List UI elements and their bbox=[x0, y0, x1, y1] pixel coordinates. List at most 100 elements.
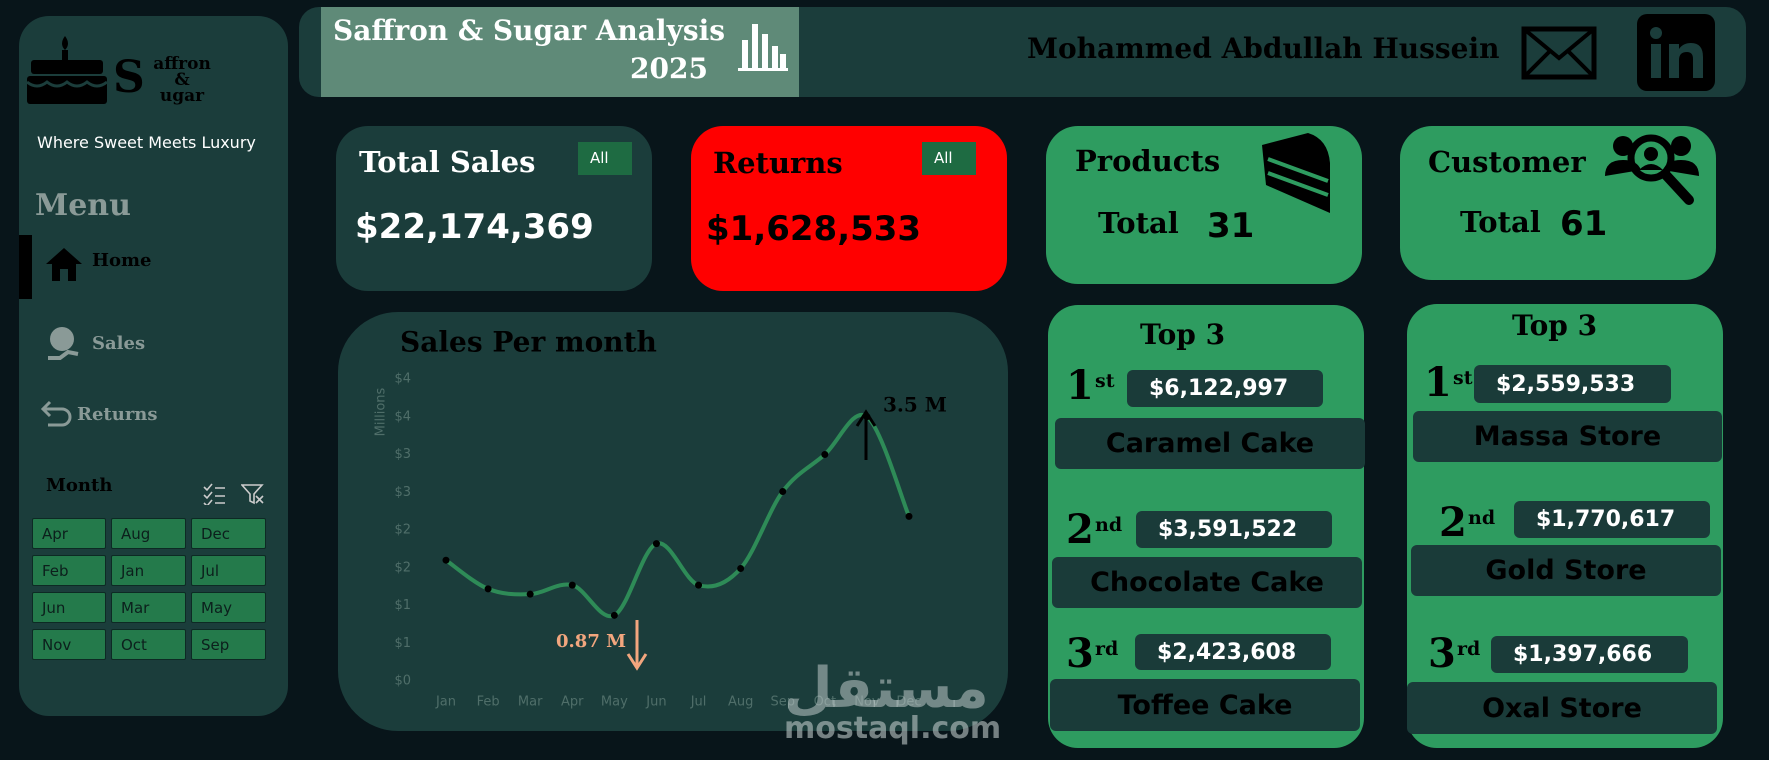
point bbox=[484, 585, 492, 593]
logo-line: affron bbox=[153, 54, 211, 74]
top-value: $2,559,533 bbox=[1474, 365, 1671, 403]
mail-icon[interactable] bbox=[1521, 26, 1597, 80]
header-title: Saffron & Sugar Analysis bbox=[333, 14, 725, 47]
point bbox=[610, 611, 618, 619]
rank: 1 bbox=[1066, 362, 1094, 409]
rank-suffix: rd bbox=[1457, 638, 1481, 660]
x-tick-label: Mar bbox=[518, 695, 543, 710]
rank: 3 bbox=[1066, 630, 1094, 677]
filter-button[interactable]: All bbox=[922, 142, 976, 175]
top-name: Caramel Cake bbox=[1055, 418, 1365, 469]
x-tick-label: Oct bbox=[814, 695, 836, 710]
menu-item[interactable]: Sales bbox=[92, 333, 146, 354]
x-tick-label: Sep bbox=[770, 695, 795, 710]
slicer-item[interactable]: Apr bbox=[32, 518, 106, 549]
x-tick-label: Jun bbox=[645, 695, 666, 710]
point bbox=[526, 590, 534, 598]
logo-line: ugar bbox=[159, 86, 205, 106]
top-name: Massa Store bbox=[1413, 411, 1722, 462]
rank: 3 bbox=[1428, 630, 1456, 677]
logo-letter: S bbox=[113, 52, 145, 103]
logo-line: & bbox=[174, 70, 190, 90]
rank: 2 bbox=[1066, 506, 1094, 553]
arrow-up bbox=[855, 409, 877, 460]
rank-suffix: nd bbox=[1095, 514, 1123, 536]
chart-icon bbox=[738, 24, 788, 71]
watermark-arabic: مستقل bbox=[784, 656, 989, 721]
point bbox=[737, 565, 745, 573]
point bbox=[821, 451, 829, 458]
slicer-item[interactable]: Mar bbox=[111, 592, 186, 623]
kpi-title: Total Sales bbox=[359, 145, 536, 179]
y-tick-label: $4 bbox=[394, 409, 411, 424]
linkedin-icon[interactable] bbox=[1637, 14, 1715, 91]
y-tick-label: $2 bbox=[394, 560, 411, 575]
logo-text: affron & ugar bbox=[150, 54, 214, 106]
slicer-item[interactable]: May bbox=[191, 592, 266, 623]
x-tick-label: Jul bbox=[690, 695, 707, 710]
top-name: Gold Store bbox=[1411, 545, 1721, 596]
y-tick-label: $0 bbox=[394, 674, 411, 689]
slicer-item[interactable]: Aug bbox=[111, 518, 186, 549]
annotation: 0.87 M bbox=[556, 631, 626, 652]
logo-icon bbox=[27, 36, 108, 104]
y-tick-label: $3 bbox=[394, 447, 411, 462]
kpi-title: Customer bbox=[1428, 145, 1586, 179]
x-tick-label: Feb bbox=[477, 695, 500, 710]
top-name: Toffee Cake bbox=[1050, 679, 1360, 731]
top-value: $1,397,666 bbox=[1491, 636, 1688, 673]
kpi-title: Returns bbox=[713, 146, 843, 180]
x-tick-label: May bbox=[601, 695, 628, 710]
menu-item[interactable]: Returns bbox=[77, 404, 158, 425]
top-value: $3,591,522 bbox=[1136, 511, 1332, 548]
multi-select-icon[interactable] bbox=[202, 483, 226, 505]
y-tick-label: $1 bbox=[394, 598, 411, 613]
customer-icon bbox=[1605, 134, 1699, 205]
slicer-item[interactable]: Jul bbox=[191, 555, 266, 586]
x-tick-label: Aug bbox=[728, 695, 753, 710]
home-icon bbox=[46, 248, 82, 281]
x-tick-label: Apr bbox=[561, 695, 584, 710]
tagline: Where Sweet Meets Luxury bbox=[37, 133, 256, 152]
top-value: $2,423,608 bbox=[1135, 634, 1331, 670]
x-tick-label: Nov bbox=[854, 695, 880, 710]
kpi-label: Total bbox=[1098, 206, 1179, 240]
clear-filter-icon[interactable] bbox=[241, 483, 265, 505]
slicer-item[interactable]: Jun bbox=[32, 592, 106, 623]
rank-suffix: st bbox=[1453, 367, 1473, 389]
menu-item[interactable]: Home bbox=[92, 250, 152, 271]
top-title: Top 3 bbox=[1140, 318, 1226, 351]
arrow-down bbox=[626, 620, 648, 671]
point bbox=[652, 540, 660, 548]
rank-suffix: rd bbox=[1095, 638, 1119, 660]
y-axis-label: Millions bbox=[374, 387, 389, 436]
slicer-item[interactable]: Jan bbox=[111, 555, 186, 586]
slicer-item[interactable]: Feb bbox=[32, 555, 106, 586]
rank: 2 bbox=[1439, 499, 1467, 546]
sales-icon bbox=[48, 327, 79, 360]
y-tick-label: $3 bbox=[394, 485, 411, 500]
customers-card bbox=[1400, 126, 1716, 280]
watermark-latin: mostaql.com bbox=[784, 711, 1002, 746]
x-tick-label: Jan bbox=[435, 695, 456, 710]
chart-title: Sales Per month bbox=[400, 326, 657, 359]
annotation: 3.5 M bbox=[883, 393, 947, 417]
filter-button[interactable]: All bbox=[578, 142, 632, 175]
author: Mohammed Abdullah Hussein bbox=[1027, 32, 1500, 65]
returns-icon bbox=[40, 400, 72, 427]
kpi-value: 31 bbox=[1207, 206, 1255, 246]
slicer-item[interactable]: Dec bbox=[191, 518, 266, 549]
x-tick-label: Dec bbox=[896, 695, 921, 710]
top-value: $1,770,617 bbox=[1514, 501, 1710, 538]
slicer-item[interactable]: Sep bbox=[191, 629, 266, 660]
kpi-title: Products bbox=[1075, 144, 1221, 178]
slicer-item[interactable]: Oct bbox=[111, 629, 186, 660]
top-value: $6,122,997 bbox=[1127, 370, 1323, 407]
slicer-item[interactable]: Nov bbox=[32, 629, 106, 660]
y-tick-label: $4 bbox=[394, 372, 411, 387]
chart: Sales Per month Millions $0 $1 $1 $2 $2 $3 $3 $4 $… bbox=[374, 326, 947, 710]
point bbox=[905, 512, 913, 520]
cake-icon bbox=[1262, 133, 1330, 213]
menu-title: Menu bbox=[35, 188, 131, 223]
title-box bbox=[321, 7, 799, 97]
